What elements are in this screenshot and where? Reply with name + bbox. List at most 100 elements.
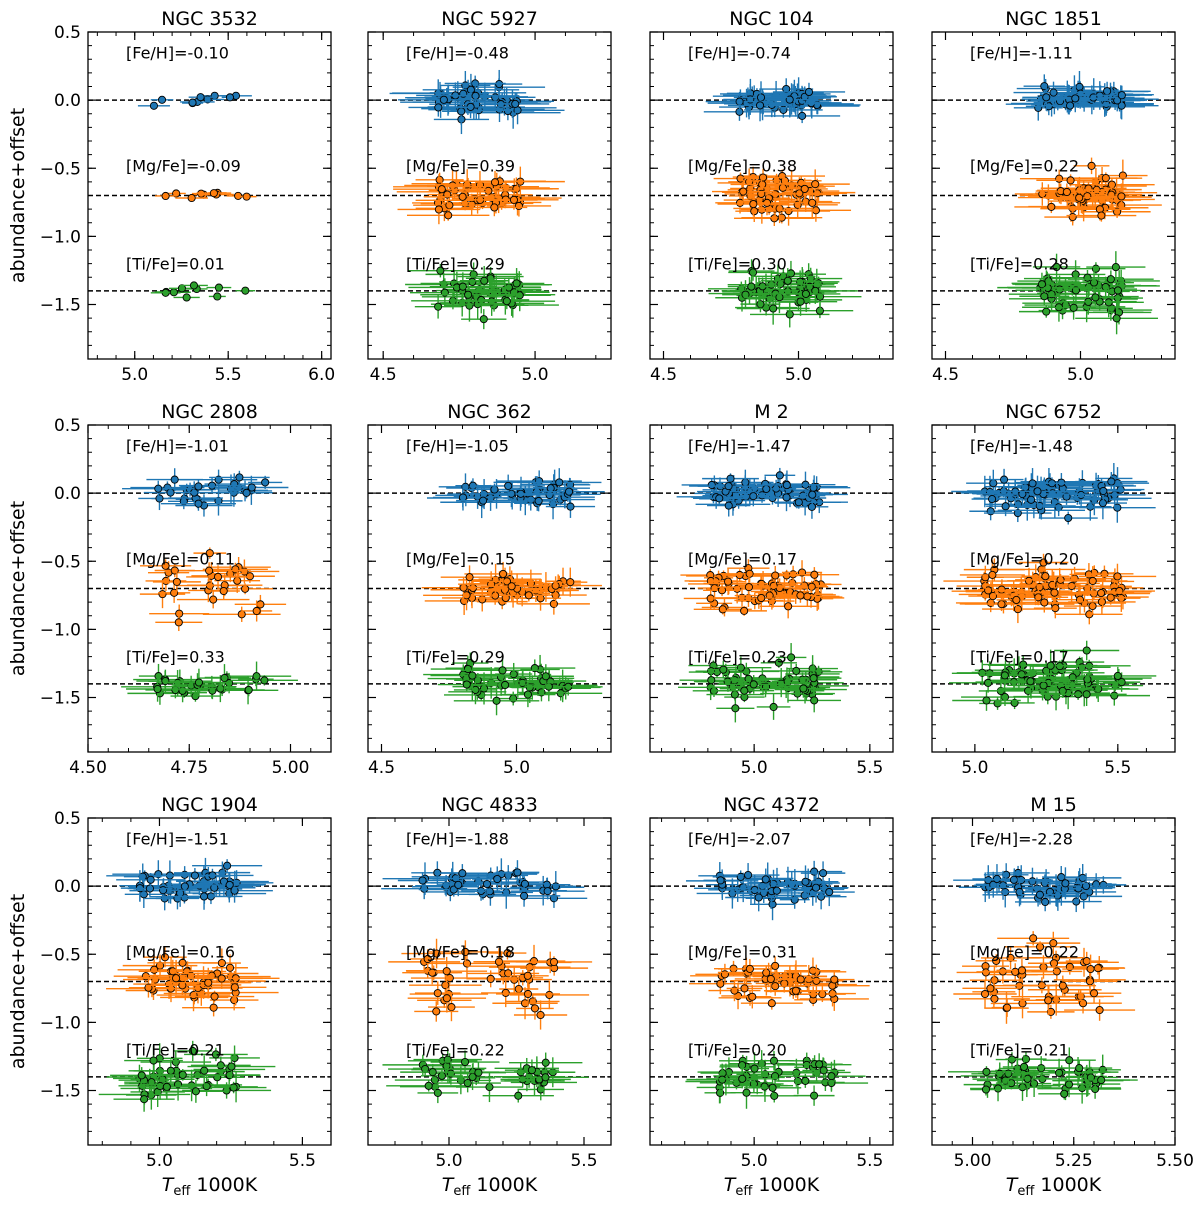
- fe-h-annotation: [Fe/H]=-1.05: [406, 436, 509, 455]
- x-axis-label: Teff 1000K: [162, 1174, 258, 1199]
- x-tick-label: 4.5: [370, 365, 397, 385]
- data-point: [241, 600, 272, 621]
- data-area: [932, 863, 1175, 1103]
- panel-title: NGC 4833: [441, 794, 538, 816]
- series-ti: [151, 282, 255, 302]
- panel-title: NGC 4372: [723, 794, 820, 816]
- ti-fe-annotation: [Ti/Fe]=0.30: [688, 255, 787, 274]
- x-tick-label: 5.0: [961, 758, 988, 778]
- fe-h-annotation: [Fe/H]=-2.28: [970, 829, 1073, 848]
- fe-h-annotation: [Fe/H]=-1.11: [970, 43, 1073, 62]
- panel-title: NGC 104: [729, 8, 814, 30]
- x-axis-label: Teff 1000K: [1006, 1174, 1102, 1199]
- data-point: [203, 607, 281, 622]
- x-tick-label: 5.5: [856, 758, 883, 778]
- data-point: [1027, 1005, 1074, 1019]
- mg-fe-annotation: [Mg/Fe]=0.15: [406, 550, 515, 569]
- ti-fe-annotation: [Ti/Fe]=0.21: [970, 1041, 1069, 1060]
- x-tick-label: 5.0: [1067, 365, 1094, 385]
- data-point: [952, 690, 1020, 711]
- y-tick-label: −0.5: [40, 945, 81, 965]
- ti-fe-annotation: [Ti/Fe]=0.33: [126, 648, 225, 667]
- fe-h-annotation: [Fe/H]=-0.48: [406, 43, 509, 62]
- x-tick-label: 5.25: [1055, 1151, 1093, 1171]
- x-tick-label: 4.75: [170, 758, 208, 778]
- fe-h-annotation: [Fe/H]=-1.48: [970, 436, 1073, 455]
- fe-h-annotation: [Fe/H]=-0.74: [688, 43, 791, 62]
- y-tick-label: −1.5: [40, 296, 81, 316]
- panel-title: NGC 1851: [1005, 8, 1102, 30]
- data-area: [932, 71, 1175, 334]
- x-tick-label: 5.0: [741, 758, 768, 778]
- data-point: [790, 567, 840, 582]
- y-tick-label: 0.0: [54, 484, 81, 504]
- y-tick-label: −1.5: [40, 1082, 81, 1102]
- data-point: [207, 284, 232, 291]
- x-tick-label: 5.5: [289, 1151, 316, 1171]
- ti-fe-annotation: [Ti/Fe]=0.20: [688, 1041, 787, 1060]
- ti-fe-annotation: [Ti/Fe]=0.21: [126, 1041, 225, 1060]
- data-area: [368, 468, 611, 715]
- fe-h-annotation: [Fe/H]=-0.10: [126, 43, 229, 62]
- data-point: [794, 1085, 835, 1105]
- y-tick-label: 0.5: [54, 809, 81, 829]
- series-fe: [122, 468, 288, 516]
- data-point: [496, 860, 540, 884]
- data-point: [1012, 273, 1071, 296]
- series-mg: [712, 167, 855, 226]
- fe-h-annotation: [Fe/H]=-2.07: [688, 829, 791, 848]
- data-point: [235, 287, 255, 294]
- x-axis-label: Teff 1000K: [442, 1174, 538, 1199]
- data-point: [174, 293, 200, 301]
- x-tick-label: 4.50: [69, 758, 107, 778]
- y-tick-label: 0.0: [54, 91, 81, 111]
- data-point: [138, 102, 170, 109]
- x-tick-label: 5.5: [1104, 758, 1131, 778]
- data-point: [461, 309, 506, 329]
- data-point: [155, 614, 202, 631]
- data-area: [368, 858, 611, 1103]
- mg-fe-annotation: [Mg/Fe]=0.11: [126, 550, 235, 569]
- x-tick-label: 6.0: [308, 365, 335, 385]
- series-fe: [953, 863, 1126, 912]
- x-tick-label: 5.00: [954, 1151, 992, 1171]
- panel-title: NGC 5927: [441, 8, 538, 30]
- series-fe: [427, 468, 605, 519]
- data-point: [233, 684, 265, 697]
- data-point: [220, 92, 252, 99]
- mg-fe-annotation: [Mg/Fe]=0.38: [688, 157, 797, 176]
- mg-fe-annotation: [Mg/Fe]=0.20: [970, 550, 1079, 569]
- series-fe: [381, 858, 587, 908]
- y-axis-label: abundance+offset: [7, 108, 29, 283]
- mg-fe-annotation: [Mg/Fe]=0.31: [688, 943, 797, 962]
- data-point: [516, 997, 554, 1019]
- data-point: [536, 871, 576, 902]
- data-area: [932, 463, 1175, 711]
- panel-title: M 2: [754, 401, 789, 423]
- y-tick-label: −1.5: [40, 689, 81, 709]
- ti-fe-annotation: [Ti/Fe]=0.29: [406, 255, 505, 274]
- series-mg: [422, 562, 602, 615]
- data-point: [1062, 201, 1149, 216]
- ti-fe-annotation: [Ti/Fe]=0.28: [970, 255, 1069, 274]
- x-tick-label: 5.0: [503, 758, 530, 778]
- x-tick-label: 5.0: [522, 365, 549, 385]
- x-tick-label: 4.5: [932, 365, 959, 385]
- y-tick-label: −0.5: [40, 159, 81, 179]
- y-tick-label: −1.0: [40, 620, 81, 640]
- x-tick-label: 4.5: [368, 758, 395, 778]
- fe-h-annotation: [Fe/H]=-1.88: [406, 829, 509, 848]
- data-point: [408, 984, 486, 1013]
- data-point: [182, 1055, 226, 1086]
